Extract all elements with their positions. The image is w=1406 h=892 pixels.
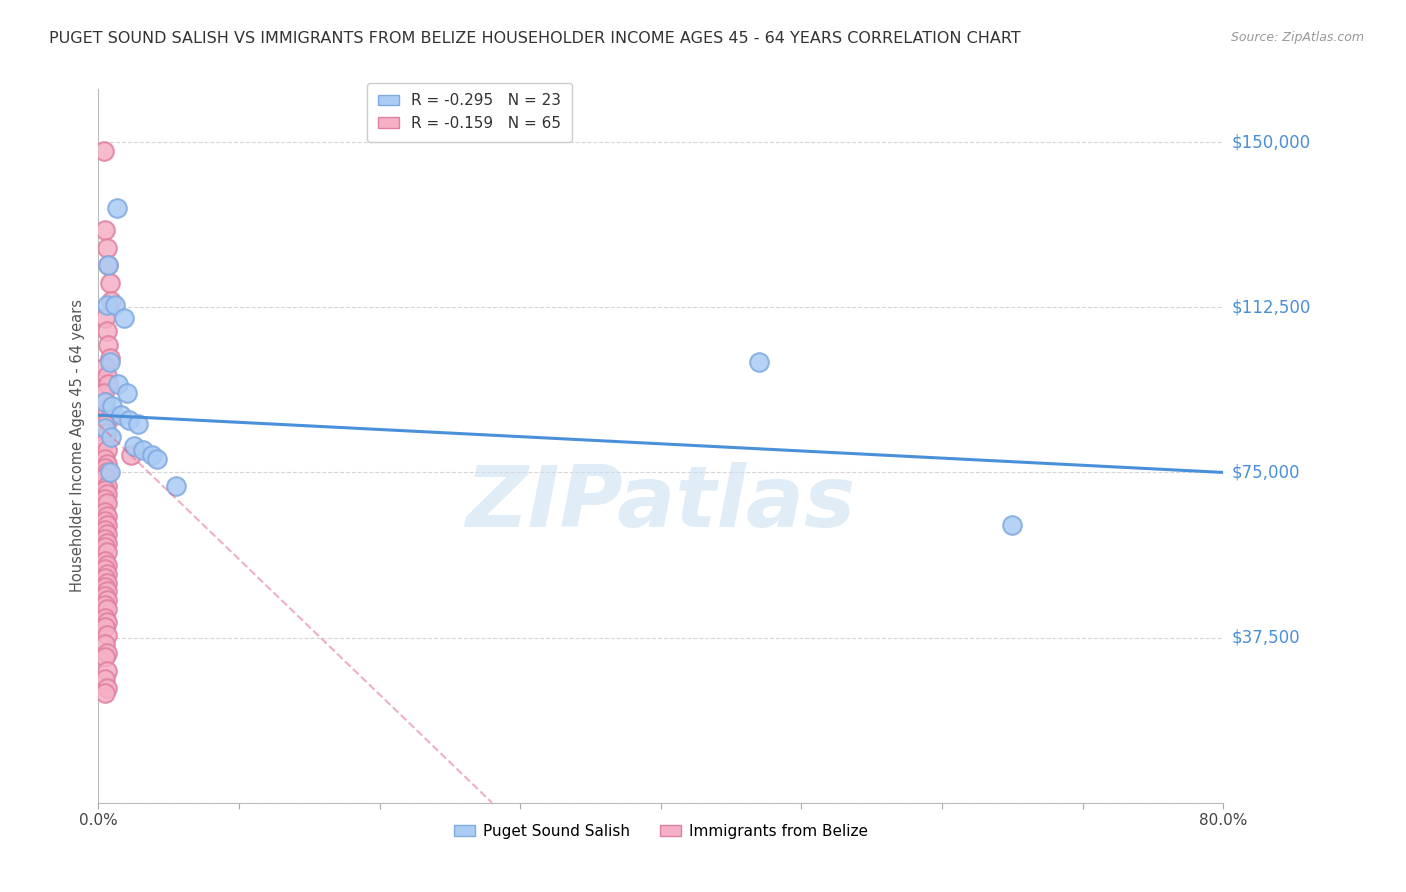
Point	[94, 434, 117, 449]
Point	[120, 448, 142, 462]
Point	[96, 628, 118, 642]
Point	[94, 452, 117, 467]
Text: Source: ZipAtlas.com: Source: ZipAtlas.com	[1230, 31, 1364, 45]
Point	[94, 619, 117, 633]
Point	[94, 461, 117, 475]
Point	[101, 400, 124, 414]
Point	[100, 430, 122, 444]
Point	[110, 408, 132, 422]
Point	[96, 518, 118, 533]
Point	[96, 566, 118, 581]
Point	[96, 466, 118, 480]
Point	[127, 417, 149, 431]
Point	[107, 377, 129, 392]
Legend: Puget Sound Salish, Immigrants from Belize: Puget Sound Salish, Immigrants from Beli…	[447, 818, 875, 845]
Point	[96, 615, 118, 630]
Point	[94, 483, 117, 497]
Point	[98, 351, 121, 365]
Point	[96, 681, 118, 696]
Point	[112, 311, 135, 326]
Point	[96, 487, 118, 501]
Point	[97, 259, 120, 273]
Point	[96, 646, 118, 660]
Point	[96, 241, 118, 255]
Point	[94, 686, 117, 700]
Point	[165, 478, 187, 492]
Point	[122, 439, 145, 453]
Point	[94, 223, 117, 237]
Point	[96, 325, 118, 339]
Point	[94, 589, 117, 603]
Point	[96, 545, 118, 559]
Point	[93, 144, 115, 158]
Point	[146, 452, 169, 467]
Point	[94, 650, 117, 665]
Point	[94, 580, 117, 594]
Point	[94, 491, 117, 506]
Point	[96, 457, 118, 471]
Point	[94, 421, 117, 435]
Point	[94, 673, 117, 687]
Text: ZIPatlas: ZIPatlas	[465, 461, 856, 545]
Point	[94, 514, 117, 528]
Point	[132, 443, 155, 458]
Point	[94, 553, 117, 567]
Point	[94, 470, 117, 484]
Point	[105, 201, 128, 215]
Point	[96, 575, 118, 590]
Point	[96, 536, 118, 550]
Point	[94, 562, 117, 576]
Point	[118, 412, 141, 426]
Point	[97, 377, 120, 392]
Point	[96, 509, 118, 524]
Point	[94, 311, 117, 326]
Text: $75,000: $75,000	[1232, 464, 1301, 482]
Point	[96, 527, 118, 541]
Point	[96, 496, 118, 510]
Text: $150,000: $150,000	[1232, 133, 1310, 151]
Point	[96, 403, 118, 417]
Point	[96, 602, 118, 616]
Point	[97, 337, 120, 351]
Point	[94, 598, 117, 612]
Point	[94, 611, 117, 625]
Point	[1001, 518, 1024, 533]
Point	[96, 558, 118, 572]
Point	[96, 368, 118, 383]
Point	[96, 425, 118, 440]
Text: $37,500: $37,500	[1232, 629, 1301, 647]
Point	[94, 417, 117, 431]
Point	[98, 276, 121, 290]
Point	[94, 359, 117, 374]
Point	[94, 571, 117, 585]
Point	[96, 443, 118, 458]
Point	[94, 541, 117, 555]
Point	[97, 259, 120, 273]
Point	[94, 532, 117, 546]
Point	[94, 523, 117, 537]
Y-axis label: Householder Income Ages 45 - 64 years: Householder Income Ages 45 - 64 years	[69, 300, 84, 592]
Point	[96, 664, 118, 678]
Point	[98, 355, 121, 369]
Point	[748, 355, 770, 369]
Point	[96, 584, 118, 599]
Point	[96, 593, 118, 607]
Point	[93, 386, 115, 401]
Point	[104, 298, 127, 312]
Point	[94, 637, 117, 651]
Text: PUGET SOUND SALISH VS IMMIGRANTS FROM BELIZE HOUSEHOLDER INCOME AGES 45 - 64 YEA: PUGET SOUND SALISH VS IMMIGRANTS FROM BE…	[49, 31, 1021, 46]
Point	[94, 505, 117, 519]
Point	[141, 448, 163, 462]
Point	[96, 478, 118, 492]
Point	[97, 412, 120, 426]
Text: $112,500: $112,500	[1232, 298, 1310, 317]
Point	[96, 298, 118, 312]
Point	[94, 395, 117, 409]
Point	[115, 386, 138, 401]
Point	[94, 395, 117, 409]
Point	[98, 466, 121, 480]
Point	[100, 293, 122, 308]
